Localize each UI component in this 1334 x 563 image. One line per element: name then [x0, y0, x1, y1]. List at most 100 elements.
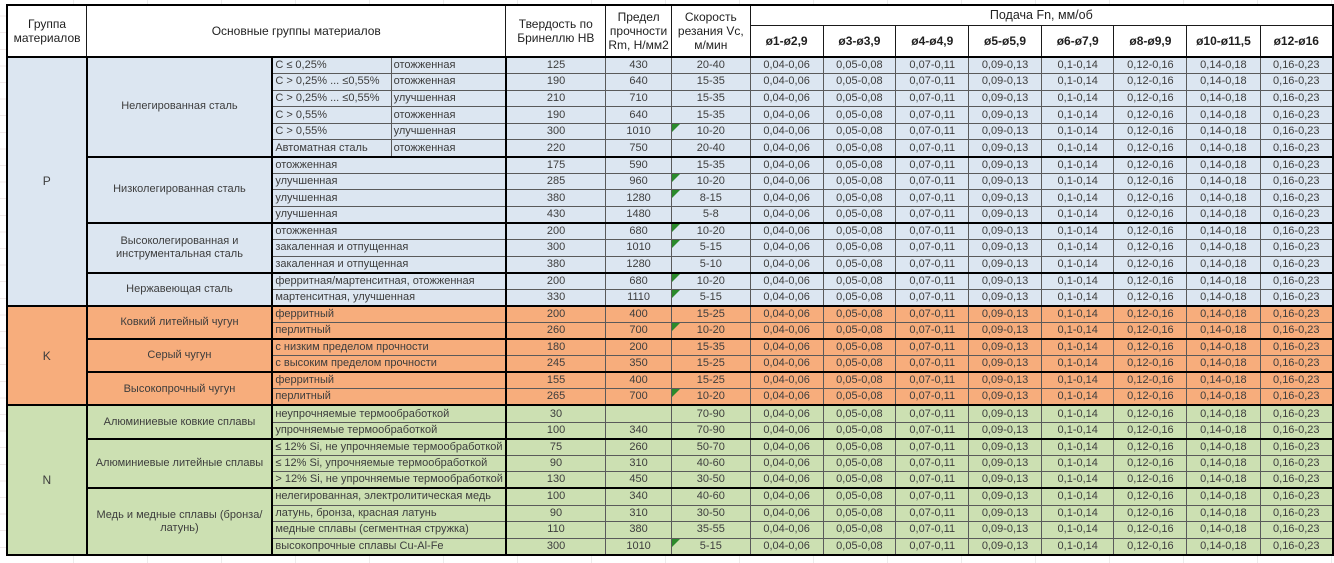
feed-cell-6[interactable]: 0,14-0,18	[1186, 322, 1261, 340]
speed-cell[interactable]: 10-20	[670, 271, 751, 290]
feed-cell-3[interactable]: 0,09-0,13	[968, 73, 1042, 91]
feed-cell-0[interactable]: 0,04-0,06	[749, 56, 824, 75]
strength-cell[interactable]: 340	[605, 421, 672, 440]
feed-cell-3[interactable]: 0,09-0,13	[968, 437, 1042, 456]
feed-cell-2[interactable]: 0,07-0,11	[895, 304, 970, 323]
spec-cell[interactable]: нелегированная, электролитическая медь	[271, 487, 507, 506]
hardness-cell[interactable]: 260	[505, 322, 607, 340]
strength-cell[interactable]: 590	[605, 155, 672, 174]
feed-cell-1[interactable]: 0,05-0,08	[822, 155, 897, 174]
header-brinell-hardness[interactable]: Твердость по Бринеллю НВ	[505, 4, 607, 58]
feed-cell-0[interactable]: 0,04-0,06	[749, 454, 824, 473]
header-cutting-speed[interactable]: Скорость резания Vc, м/мин	[670, 4, 751, 58]
feed-cell-2[interactable]: 0,07-0,11	[895, 255, 970, 274]
feed-cell-4[interactable]: 0,1-0,14	[1040, 189, 1115, 207]
feed-cell-3[interactable]: 0,09-0,13	[968, 122, 1042, 141]
state-cell[interactable]: отожженная	[390, 139, 507, 158]
feed-cell-2[interactable]: 0,07-0,11	[895, 338, 970, 357]
feed-cell-1[interactable]: 0,05-0,08	[822, 56, 897, 75]
feed-cell-5[interactable]: 0,12-0,16	[1113, 371, 1188, 390]
state-cell[interactable]: улучшенная	[390, 89, 507, 108]
strength-cell[interactable]: 1010	[605, 537, 672, 556]
feed-cell-5[interactable]: 0,12-0,16	[1113, 255, 1188, 274]
spec-cell[interactable]: > 12% Si, не упрочняемые термообработкой	[271, 471, 507, 489]
feed-cell-0[interactable]: 0,04-0,06	[749, 271, 824, 290]
feed-cell-4[interactable]: 0,1-0,14	[1040, 404, 1115, 423]
feed-cell-4[interactable]: 0,1-0,14	[1040, 56, 1115, 75]
feed-cell-0[interactable]: 0,04-0,06	[749, 371, 824, 390]
speed-cell[interactable]: 30-50	[670, 504, 751, 523]
feed-cell-6[interactable]: 0,14-0,18	[1186, 205, 1261, 224]
feed-cell-0[interactable]: 0,04-0,06	[749, 537, 824, 556]
hardness-cell[interactable]: 380	[505, 189, 607, 207]
feed-cell-2[interactable]: 0,07-0,11	[895, 487, 970, 506]
header-feed-col-7[interactable]: ø12-ø16	[1259, 24, 1334, 58]
feed-cell-0[interactable]: 0,04-0,06	[749, 404, 824, 423]
hardness-cell[interactable]: 75	[505, 437, 607, 456]
feed-cell-1[interactable]: 0,05-0,08	[822, 454, 897, 473]
feed-cell-5[interactable]: 0,12-0,16	[1113, 338, 1188, 357]
spec-cell[interactable]: латунь, бронза, красная латунь	[271, 504, 507, 523]
feed-cell-1[interactable]: 0,05-0,08	[822, 437, 897, 456]
feed-cell-6[interactable]: 0,14-0,18	[1186, 56, 1261, 75]
speed-cell[interactable]: 15-35	[670, 338, 751, 357]
feed-cell-3[interactable]: 0,09-0,13	[968, 56, 1042, 75]
feed-cell-1[interactable]: 0,05-0,08	[822, 504, 897, 523]
feed-cell-5[interactable]: 0,12-0,16	[1113, 355, 1188, 373]
feed-cell-3[interactable]: 0,09-0,13	[968, 388, 1042, 406]
feed-cell-6[interactable]: 0,14-0,18	[1186, 404, 1261, 423]
feed-cell-3[interactable]: 0,09-0,13	[968, 454, 1042, 473]
group-name-cell[interactable]: Высоколегированная и инструментальная ст…	[86, 221, 274, 274]
strength-cell[interactable]: 640	[605, 73, 672, 91]
feed-cell-6[interactable]: 0,14-0,18	[1186, 189, 1261, 207]
feed-cell-5[interactable]: 0,12-0,16	[1113, 89, 1188, 108]
strength-cell[interactable]: 1280	[605, 189, 672, 207]
hardness-cell[interactable]: 300	[505, 239, 607, 257]
feed-cell-0[interactable]: 0,04-0,06	[749, 487, 824, 506]
feed-cell-7[interactable]: 0,16-0,23	[1259, 288, 1334, 307]
feed-cell-6[interactable]: 0,14-0,18	[1186, 504, 1261, 523]
feed-cell-0[interactable]: 0,04-0,06	[749, 504, 824, 523]
feed-cell-7[interactable]: 0,16-0,23	[1259, 338, 1334, 357]
header-feed-col-0[interactable]: ø1-ø2,9	[749, 24, 824, 58]
spec-cell[interactable]: C > 0,25% ... ≤0,55%	[271, 89, 392, 108]
feed-cell-2[interactable]: 0,07-0,11	[895, 189, 970, 207]
feed-cell-0[interactable]: 0,04-0,06	[749, 304, 824, 323]
feed-cell-7[interactable]: 0,16-0,23	[1259, 537, 1334, 556]
feed-cell-2[interactable]: 0,07-0,11	[895, 89, 970, 108]
feed-cell-0[interactable]: 0,04-0,06	[749, 189, 824, 207]
feed-cell-5[interactable]: 0,12-0,16	[1113, 388, 1188, 406]
feed-cell-7[interactable]: 0,16-0,23	[1259, 189, 1334, 207]
spec-cell[interactable]: мартенситная, улучшенная	[271, 288, 507, 307]
spec-cell[interactable]: C > 0,55%	[271, 122, 392, 141]
spec-cell[interactable]: улучшенная	[271, 205, 507, 224]
feed-cell-1[interactable]: 0,05-0,08	[822, 189, 897, 207]
feed-cell-3[interactable]: 0,09-0,13	[968, 338, 1042, 357]
feed-cell-7[interactable]: 0,16-0,23	[1259, 221, 1334, 241]
feed-cell-6[interactable]: 0,14-0,18	[1186, 371, 1261, 390]
feed-cell-0[interactable]: 0,04-0,06	[749, 155, 824, 174]
feed-cell-3[interactable]: 0,09-0,13	[968, 304, 1042, 323]
hardness-cell[interactable]: 380	[505, 255, 607, 274]
group-name-cell[interactable]: Нержавеющая сталь	[86, 271, 274, 307]
feed-cell-7[interactable]: 0,16-0,23	[1259, 521, 1334, 539]
strength-cell[interactable]: 200	[605, 338, 672, 357]
feed-cell-4[interactable]: 0,1-0,14	[1040, 471, 1115, 489]
feed-cell-6[interactable]: 0,14-0,18	[1186, 288, 1261, 307]
hardness-cell[interactable]: 200	[505, 304, 607, 323]
header-feed-col-6[interactable]: ø10-ø11,5	[1186, 24, 1261, 58]
feed-cell-7[interactable]: 0,16-0,23	[1259, 155, 1334, 174]
feed-cell-0[interactable]: 0,04-0,06	[749, 388, 824, 406]
feed-cell-1[interactable]: 0,05-0,08	[822, 322, 897, 340]
strength-cell[interactable]: 1010	[605, 122, 672, 141]
speed-cell[interactable]: 20-40	[670, 56, 751, 75]
hardness-cell[interactable]: 90	[505, 454, 607, 473]
feed-cell-1[interactable]: 0,05-0,08	[822, 304, 897, 323]
hardness-cell[interactable]: 245	[505, 355, 607, 373]
feed-cell-6[interactable]: 0,14-0,18	[1186, 437, 1261, 456]
feed-cell-1[interactable]: 0,05-0,08	[822, 239, 897, 257]
spec-cell[interactable]: C > 0,55%	[271, 106, 392, 124]
state-cell[interactable]: отожженная	[390, 56, 507, 75]
feed-cell-0[interactable]: 0,04-0,06	[749, 255, 824, 274]
feed-cell-7[interactable]: 0,16-0,23	[1259, 471, 1334, 489]
